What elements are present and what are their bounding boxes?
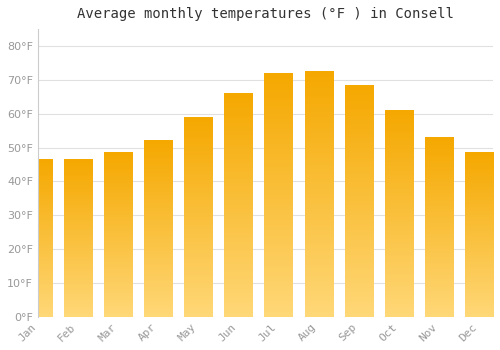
Title: Average monthly temperatures (°F ) in Consell: Average monthly temperatures (°F ) in Co… — [77, 7, 454, 21]
